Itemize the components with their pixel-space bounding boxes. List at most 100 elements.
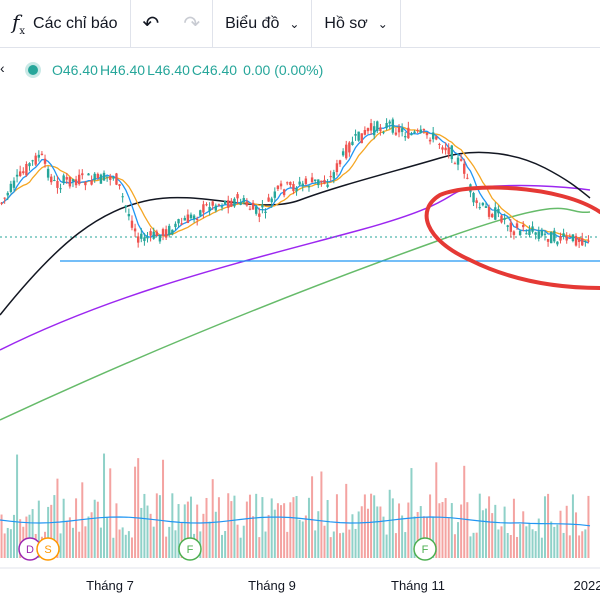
candle-body (53, 179, 56, 181)
candle-body (133, 228, 137, 232)
volume-ma-line (0, 516, 591, 527)
candle-body (50, 176, 53, 183)
volume-bar (264, 531, 267, 558)
volume-bar (75, 498, 78, 558)
volume-bar (562, 532, 565, 558)
volume-bar (276, 503, 279, 558)
volume-bar (155, 493, 158, 558)
volume-bar (245, 501, 248, 558)
function-icon: fx (12, 10, 26, 37)
candle-body (400, 128, 404, 132)
candle-body (422, 128, 426, 131)
volume-bar (180, 522, 183, 558)
volume-bar (9, 529, 12, 558)
candle-body (428, 139, 432, 142)
ma-mid-line (1, 126, 589, 241)
candle-body (202, 204, 205, 213)
candle-body (310, 177, 314, 183)
candle-body (456, 157, 460, 165)
volume-bar (500, 526, 503, 558)
candle-body (273, 191, 277, 198)
chart-type-button[interactable]: Biểu đồ ⌄ (213, 0, 311, 48)
volume-bar (323, 525, 326, 558)
volume-bar (168, 526, 171, 558)
chevron-down-icon: ⌄ (289, 16, 300, 31)
candle-body (168, 225, 171, 236)
volume-bar (587, 495, 590, 558)
legend-high: H46.40 (99, 62, 146, 78)
candle-body (382, 132, 385, 134)
candle-body (192, 215, 196, 219)
candle-body (372, 126, 376, 136)
volume-bar (472, 532, 475, 558)
candle-body (556, 241, 559, 245)
ohlc-legend: ‹ O46.40 H46.40 L46.40 C46.40 0.00 (0.00… (0, 58, 325, 82)
candle-body (90, 180, 93, 185)
volume-bar (16, 454, 19, 558)
volume-bar (152, 526, 155, 558)
candle-body (205, 204, 208, 206)
volume-bar (171, 493, 174, 558)
volume-bar (339, 533, 342, 558)
volume-bar (177, 504, 180, 558)
volume-bar (3, 533, 6, 558)
volume-bar (298, 519, 301, 558)
candle-body (109, 175, 112, 180)
volume-bar (31, 509, 34, 558)
volume-bar (540, 537, 543, 558)
candle-body (581, 238, 584, 246)
candle-body (25, 163, 28, 176)
volume-bar (109, 468, 112, 558)
price-chart[interactable]: D S F F Tháng 7 Tháng 9 Tháng 11 2022 (0, 90, 600, 600)
candle-body (537, 231, 540, 239)
candle-body (313, 179, 317, 182)
volume-bar (488, 496, 491, 558)
volume-bar (394, 533, 397, 558)
candle-body (158, 235, 162, 242)
undo-button[interactable]: ↶ (131, 0, 172, 48)
volume-bar (96, 501, 99, 558)
volume-bar (481, 510, 484, 558)
volume-bar (90, 512, 93, 558)
candle-body (584, 240, 587, 242)
volume-bar (494, 504, 497, 558)
redo-button[interactable]: ↷ (171, 0, 212, 48)
candle-body (248, 208, 252, 210)
candle-body (388, 121, 391, 124)
volume-bar (71, 527, 74, 558)
redo-icon: ↷ (183, 13, 201, 35)
volume-bar (463, 465, 466, 558)
volume-bar (429, 494, 432, 558)
candle-body (245, 201, 249, 206)
candle-body (282, 189, 286, 196)
candle-body (230, 200, 233, 207)
volume-bar (432, 516, 435, 558)
volume-bar (227, 493, 230, 558)
candle-body (574, 235, 578, 246)
ma-slow-line (0, 151, 591, 316)
candle-body (419, 129, 422, 133)
event-marker-label: F (422, 544, 429, 556)
volume-bar (575, 512, 578, 558)
candle-body (236, 194, 239, 199)
candle-body (525, 233, 528, 235)
candle-body (304, 178, 308, 184)
candle-body (540, 230, 544, 236)
candle-body (391, 119, 395, 133)
collapse-caret-icon[interactable]: ‹ (0, 60, 5, 76)
candle-body (121, 196, 124, 198)
profile-button[interactable]: Hồ sơ ⌄ (312, 0, 399, 48)
candle-body (115, 173, 118, 185)
candle-body (363, 130, 367, 135)
candle-body (515, 223, 519, 228)
x-tick-label: Tháng 9 (248, 578, 296, 593)
candle-body (276, 185, 280, 190)
volume-bar (441, 502, 444, 558)
indicators-button[interactable]: fx Các chỉ báo (0, 0, 130, 48)
volume-bar (242, 525, 245, 558)
volume-bar (311, 476, 314, 558)
candle-body (292, 184, 295, 192)
candle-body (475, 200, 478, 204)
volume-bar (534, 531, 537, 558)
candle-body (164, 229, 168, 238)
